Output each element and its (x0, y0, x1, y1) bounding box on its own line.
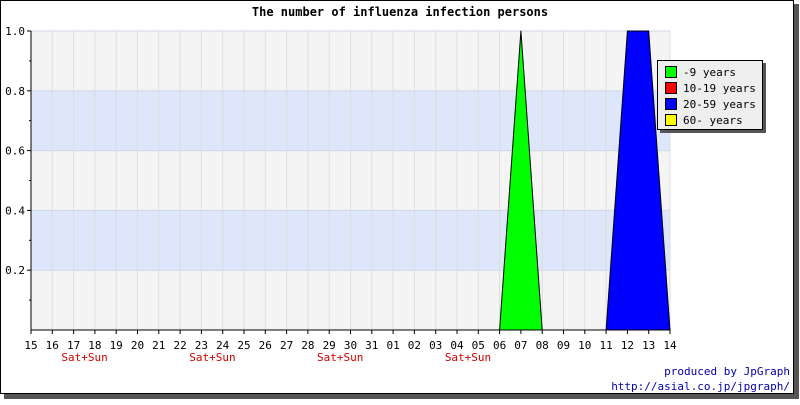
weekend-label: Sat+Sun (61, 351, 107, 364)
x-tick-label: 26 (259, 339, 272, 352)
x-tick-label: 03 (429, 339, 442, 352)
weekend-label: Sat+Sun (317, 351, 363, 364)
y-tick-label: 1.0 (5, 25, 25, 38)
y-tick-label: 0.4 (5, 204, 25, 217)
x-tick-label: 20 (131, 339, 144, 352)
x-tick-label: 12 (621, 339, 634, 352)
credit-url: http://asial.co.jp/jpgraph/ (611, 380, 790, 393)
credit-text: produced by JpGraph (664, 365, 790, 378)
x-tick-label: 09 (557, 339, 570, 352)
x-tick-label: 24 (216, 339, 230, 352)
x-tick-label: 07 (514, 339, 527, 352)
x-tick-label: 18 (88, 339, 101, 352)
legend-swatch (665, 114, 677, 126)
weekend-label: Sat+Sun (445, 351, 491, 364)
weekend-label: Sat+Sun (189, 351, 235, 364)
legend-items: -9 years 10-19 years 20-59 years 60- years (665, 66, 756, 127)
x-tick-label: 21 (152, 339, 165, 352)
legend: -9 years 10-19 years 20-59 years 60- years (657, 60, 766, 133)
legend-label: 10-19 years (683, 82, 756, 95)
legend-swatch (665, 82, 677, 94)
y-tick-label: 0.2 (5, 264, 25, 277)
x-tick-label: 16 (46, 339, 59, 352)
x-tick-label: 15 (24, 339, 37, 352)
x-tick-label: 27 (280, 339, 293, 352)
y-tick-label: 0.6 (5, 145, 25, 158)
x-axis-ticks: 15 16 17 18 19 20 21 22 23 24 25 26 27 28 29 30 31 01 02 03… (24, 330, 677, 352)
x-tick-label: 06 (493, 339, 506, 352)
x-tick-label: 11 (599, 339, 612, 352)
x-tick-label: 22 (173, 339, 186, 352)
x-tick-label: 14 (663, 339, 677, 352)
x-tick-label: 02 (408, 339, 421, 352)
x-tick-label: 10 (578, 339, 591, 352)
x-tick-label: 23 (195, 339, 208, 352)
legend-swatch (665, 98, 677, 110)
y-tick-label: 0.8 (5, 85, 25, 98)
x-tick-label: 05 (472, 339, 485, 352)
x-tick-label: 01 (386, 339, 399, 352)
legend-label: 20-59 years (683, 98, 756, 111)
x-tick-label: 28 (301, 339, 314, 352)
legend-swatch (665, 66, 677, 78)
x-tick-label: 17 (67, 339, 80, 352)
chart-title: The number of influenza infection person… (252, 5, 548, 19)
x-tick-label: 13 (642, 339, 655, 352)
x-tick-label: 04 (450, 339, 464, 352)
x-tick-label: 29 (323, 339, 336, 352)
legend-label: -9 years (683, 66, 736, 79)
x-tick-label: 25 (237, 339, 250, 352)
weekend-labels: Sat+Sun Sat+Sun Sat+Sun Sat+Sun (61, 351, 491, 364)
y-axis-ticks: 0.2 0.4 0.6 0.8 1.0 (5, 25, 31, 301)
x-tick-label: 19 (110, 339, 123, 352)
x-tick-label: 08 (536, 339, 549, 352)
x-tick-label: 31 (365, 339, 378, 352)
legend-label: 60- years (683, 114, 743, 127)
x-tick-label: 30 (344, 339, 357, 352)
